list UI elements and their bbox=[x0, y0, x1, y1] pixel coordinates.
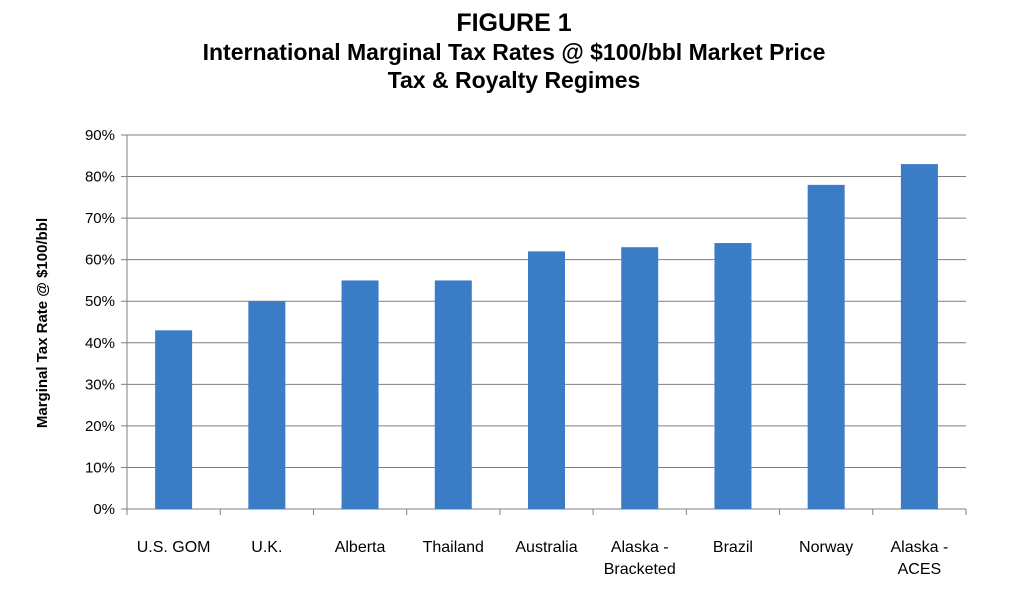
bar bbox=[248, 301, 286, 509]
chart-titles: FIGURE 1 International Marginal Tax Rate… bbox=[0, 8, 1028, 94]
bar bbox=[807, 184, 845, 509]
y-tick-label: 60% bbox=[85, 252, 115, 269]
x-category-label: U.S. GOM bbox=[137, 539, 211, 556]
chart-subtitle-line-2: Tax & Royalty Regimes bbox=[387, 67, 641, 93]
x-category-label: Alaska - bbox=[611, 539, 669, 556]
bar bbox=[714, 243, 752, 510]
bar bbox=[528, 251, 565, 509]
x-category-label: Alberta bbox=[335, 539, 386, 556]
y-tick-label: 20% bbox=[85, 418, 115, 435]
bar bbox=[341, 280, 379, 509]
y-tick-label: 0% bbox=[93, 501, 115, 518]
y-tick-label: 70% bbox=[85, 210, 115, 227]
bar bbox=[434, 280, 472, 509]
x-category-label: Brazil bbox=[713, 539, 753, 556]
x-axis-categories: U.S. GOM U.K. Alberta Thailand Australia Alas… bbox=[137, 539, 949, 578]
x-category-label: Norway bbox=[799, 539, 853, 556]
y-axis-label: Marginal Tax Rate @ $100/bbl bbox=[34, 218, 51, 428]
bar bbox=[621, 247, 659, 509]
x-category-label: Alaska - bbox=[890, 539, 948, 556]
chart-subtitle-line-1: International Marginal Tax Rates @ $100/… bbox=[202, 39, 826, 65]
y-tick-label: 30% bbox=[85, 376, 115, 393]
x-category-label: Bracketed bbox=[604, 561, 676, 578]
x-category-label: Australia bbox=[515, 539, 577, 556]
x-category-label: ACES bbox=[898, 561, 942, 578]
y-tick-label: 10% bbox=[85, 459, 115, 476]
y-tick-label: 90% bbox=[85, 127, 115, 144]
y-tick-label: 80% bbox=[85, 169, 115, 186]
bars bbox=[155, 164, 938, 510]
chart-title: FIGURE 1 bbox=[456, 9, 572, 37]
y-axis-ticks: 0% 10% 20% 30% 40% 50% 60% 70% 80% 90% bbox=[85, 127, 127, 518]
y-tick-label: 50% bbox=[85, 293, 115, 310]
x-category-label: U.K. bbox=[251, 539, 282, 556]
x-category-label: Thailand bbox=[423, 539, 484, 556]
bar bbox=[155, 330, 193, 509]
y-tick-label: 40% bbox=[85, 335, 115, 352]
bar bbox=[900, 164, 938, 510]
